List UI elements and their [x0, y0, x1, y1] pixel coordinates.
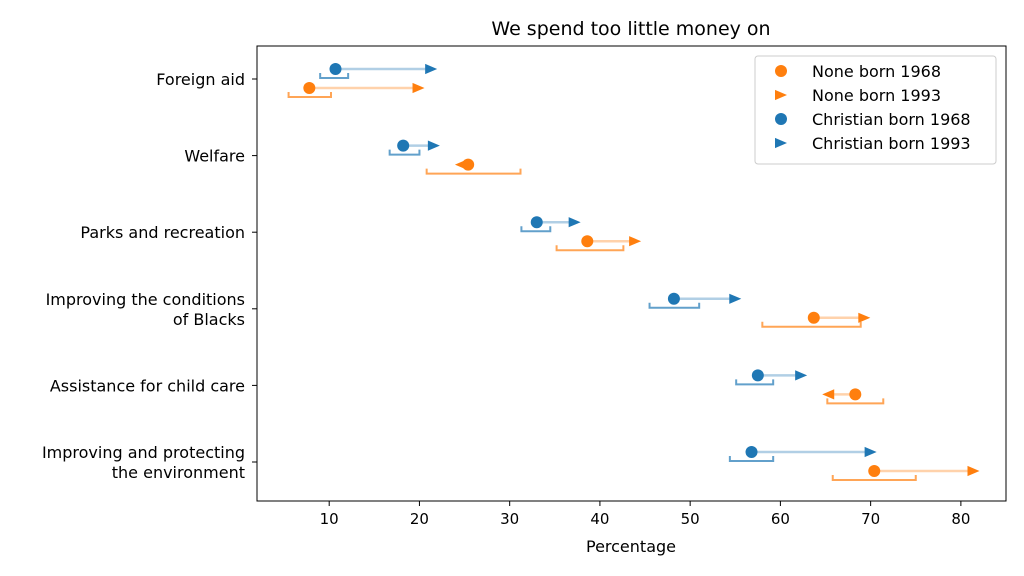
start-marker	[530, 216, 543, 229]
legend-label: Christian born 1993	[812, 134, 971, 153]
end-marker	[412, 82, 425, 94]
legend-item: Christian born 1993	[775, 134, 971, 153]
start-marker	[397, 139, 410, 152]
legend: None born 1968 None born 1993 Christian bo…	[754, 55, 997, 165]
ci-bracket	[555, 245, 625, 252]
x-axis: 10 20 30 40 50 60 70 80	[320, 501, 970, 528]
legend-marker	[775, 113, 787, 125]
x-tick-label: 60	[771, 510, 790, 528]
y-tick-label: Welfare	[184, 147, 245, 166]
y-tick-label: of Blacks	[173, 310, 245, 329]
start-marker	[581, 235, 594, 248]
x-tick-label: 30	[500, 510, 519, 528]
ci-bracket	[735, 379, 775, 386]
end-marker	[568, 217, 581, 228]
end-marker	[795, 370, 808, 381]
y-axis: Foreign aid Welfare Parks and recreation Im…	[42, 70, 257, 482]
y-tick-label: Assistance for child care	[50, 376, 245, 395]
end-marker	[858, 312, 871, 323]
chart-marks	[287, 63, 980, 481]
start-marker	[303, 82, 316, 94]
start-marker	[745, 446, 758, 458]
series-christian	[319, 63, 877, 462]
end-marker	[967, 465, 980, 477]
start-marker	[667, 292, 680, 305]
end-marker	[822, 389, 835, 400]
chart-title: We spend too little money on	[491, 18, 770, 40]
x-tick-label: 10	[320, 510, 339, 528]
ci-bracket	[319, 73, 350, 79]
ci-bracket	[761, 321, 862, 328]
x-axis-label: Percentage	[586, 537, 676, 556]
ci-bracket	[287, 92, 332, 98]
y-tick-label: Parks and recreation	[80, 223, 245, 242]
legend-label: None born 1993	[812, 86, 941, 105]
end-marker	[864, 446, 877, 458]
y-tick-label: Improving the conditions	[46, 290, 245, 309]
plot-area	[256, 45, 1007, 502]
end-marker	[729, 293, 742, 304]
legend-marker	[775, 137, 787, 149]
start-marker	[807, 311, 820, 324]
x-tick-label: 50	[681, 510, 700, 528]
start-marker	[329, 63, 342, 75]
series-none	[287, 82, 980, 481]
x-tick-label: 80	[951, 510, 970, 528]
ci-bracket	[728, 456, 775, 462]
end-marker	[427, 140, 440, 151]
ci-bracket	[388, 149, 421, 156]
y-tick-label: the environment	[112, 463, 245, 482]
ci-bracket	[831, 475, 917, 481]
legend-marker	[775, 89, 787, 101]
x-tick-label: 40	[590, 510, 609, 528]
legend-label: Christian born 1968	[812, 110, 971, 129]
start-marker	[868, 465, 881, 477]
y-tick-label: Foreign aid	[156, 70, 245, 89]
ci-bracket	[520, 226, 552, 233]
ci-bracket	[425, 168, 522, 175]
legend-item: None born 1968	[775, 62, 941, 81]
x-tick-label: 70	[861, 510, 880, 528]
x-tick-label: 20	[410, 510, 429, 528]
start-marker	[751, 369, 764, 382]
end-marker	[629, 236, 642, 247]
y-tick-label: Improving and protecting	[42, 443, 245, 462]
end-marker	[425, 63, 438, 75]
start-marker	[462, 158, 475, 171]
legend-box	[754, 55, 997, 165]
ci-bracket	[648, 302, 701, 309]
legend-item: None born 1993	[775, 86, 941, 105]
legend-item: Christian born 1968	[775, 110, 971, 129]
legend-marker	[775, 65, 787, 77]
start-marker	[849, 388, 862, 401]
ci-bracket	[826, 398, 885, 405]
legend-label: None born 1968	[812, 62, 941, 81]
